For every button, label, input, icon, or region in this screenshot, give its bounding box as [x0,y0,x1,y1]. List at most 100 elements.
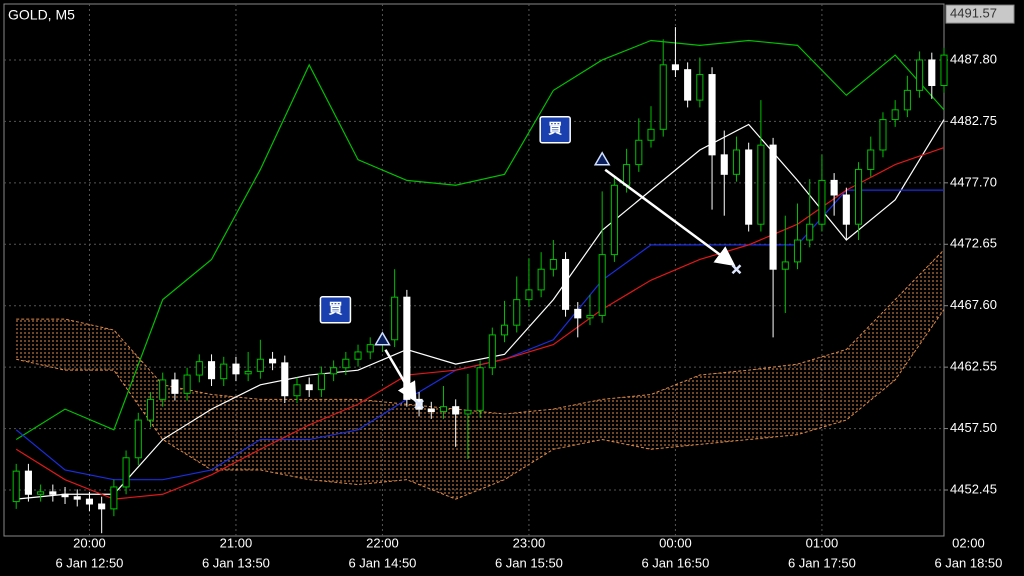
candle-body [684,69,692,101]
trade-label: 買 [328,300,343,316]
candle-body [549,258,557,270]
candle-body [366,344,374,353]
trade-arrow [604,168,736,267]
y-tick-label: 4472.65 [950,236,997,251]
candle-body [671,64,679,71]
candle-body [256,358,264,372]
candle-body [98,503,106,510]
y-tick-label: 4487.80 [950,51,997,66]
candle-body [903,89,911,111]
trade-arrow [384,349,417,403]
candle-body [513,299,521,326]
candle-body [281,362,289,397]
candle-body [37,491,45,495]
candle-body [635,139,643,166]
price-label: 4491.57 [950,6,997,21]
candle-body [586,314,594,319]
y-tick-label: 4462.55 [950,359,997,374]
candle-body [427,408,435,413]
candle-body [220,363,228,380]
candle-body [110,486,118,510]
price-box [945,4,1015,24]
candle-body [354,351,362,360]
candle-body [61,493,69,498]
cloud-span-b [16,309,945,500]
chart-title: GOLD, M5 [8,7,75,23]
candle-body [330,367,338,375]
candle-body [159,379,167,400]
exit-marker [731,264,742,275]
y-tick-label: 4467.60 [950,297,997,312]
candle-body [659,64,667,130]
candle-body [24,470,32,495]
candle-body [647,128,655,141]
trade-label-box [539,115,571,144]
x-tick-label: 01:00 [806,535,839,550]
candle-body [806,223,814,241]
y-tick-label: 4482.75 [950,113,997,128]
candle-body [207,361,216,380]
y-tick-label: 4477.70 [950,174,997,189]
candle-body [85,498,94,505]
candle-body [830,179,838,196]
y-tick-label: 4457.50 [950,420,997,435]
candle-body [122,457,130,488]
candle-body [879,119,887,151]
candle-body [476,367,484,411]
candle-body [781,261,789,270]
x-tick-label: 6 Jan 14:50 [348,555,416,570]
candle-body [232,363,240,375]
candle-body [940,54,948,87]
candle-body [12,470,20,503]
candle-body [134,419,142,459]
candle-body [708,74,716,156]
candle-body [598,254,606,316]
indicator-line [16,119,945,500]
candle-body [720,154,728,175]
candle-body [891,109,899,121]
trade-label-box [319,296,352,324]
candle-body [916,59,924,91]
candle-body [610,184,618,256]
candle-body [244,370,252,375]
candle-body [317,373,325,391]
candle-body [171,379,179,394]
candle-body [452,406,460,415]
candle-body [769,144,777,270]
x-tick-label: 23:00 [513,535,546,550]
candle-body [391,296,399,341]
indicator-line [15,39,945,441]
candle-body [867,149,875,170]
candle-body [439,406,448,413]
candle-body [696,74,704,101]
cloud-area [16,249,945,500]
x-tick-label: 6 Jan 15:50 [495,555,563,570]
candle-body [525,289,533,301]
candle-body [562,258,570,310]
candle-body [146,398,155,421]
candle-body [537,268,545,291]
candle-body [73,496,81,500]
x-tick-label: 6 Jan 13:50 [202,555,270,570]
candle-body [195,361,203,376]
candle-body [842,194,850,225]
candle-body [500,324,509,336]
candle-body [488,334,496,369]
exit-marker [414,399,424,410]
candle-body [342,358,350,369]
trade-label: 買 [548,120,563,136]
candle-body [464,409,472,415]
x-tick-label: 6 Jan 12:50 [55,555,123,570]
candle-body [183,374,191,394]
candle-body [928,59,936,87]
x-tick-label: 6 Jan 16:50 [641,555,709,570]
candle-body [574,308,582,319]
candle-body [623,164,631,186]
y-tick-label: 4452.45 [950,481,997,496]
candle-body [818,179,826,225]
x-tick-label: 21:00 [220,535,253,550]
candle-body [269,358,277,364]
